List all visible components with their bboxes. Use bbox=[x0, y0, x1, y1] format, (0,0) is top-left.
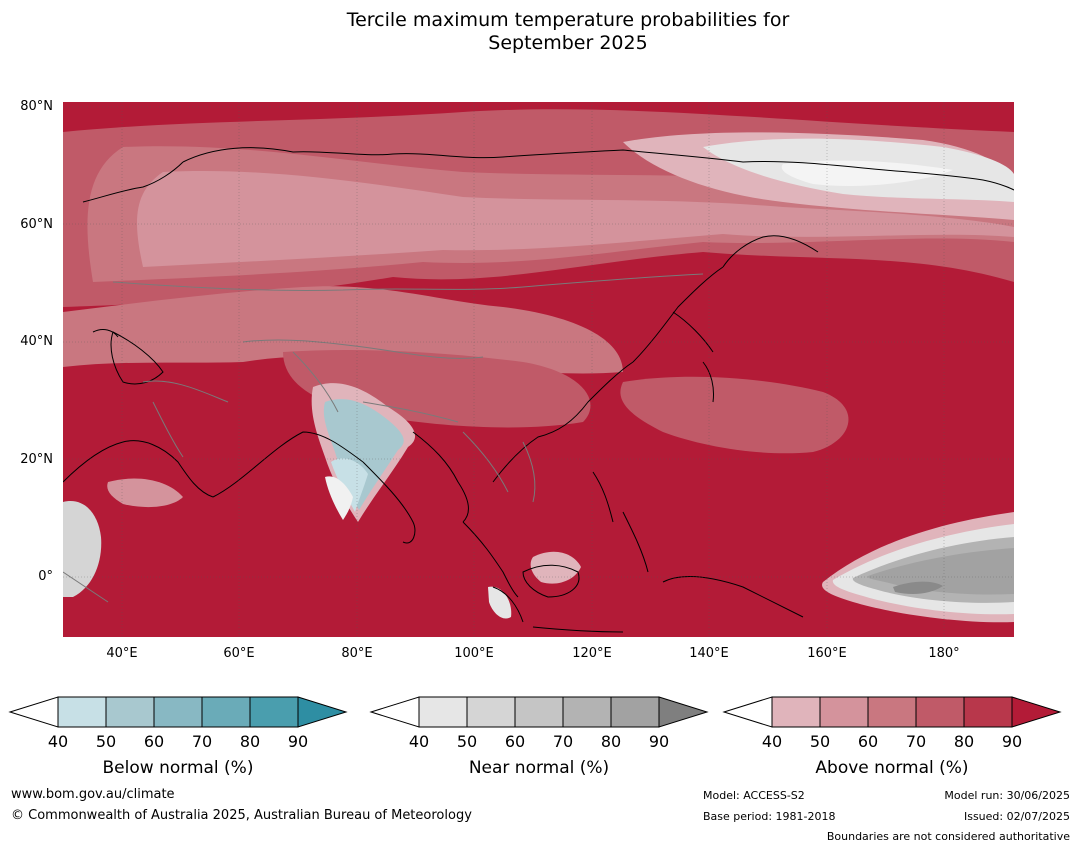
legend-near-normal-swatch bbox=[514, 696, 564, 728]
legend-above-normal-high-cap bbox=[1011, 696, 1062, 728]
model-name: Model: ACCESS-S2 bbox=[703, 789, 805, 802]
legend-below-normal bbox=[8, 694, 348, 730]
below-normal-50-region-india bbox=[323, 399, 404, 510]
lat-label-equator: 0° bbox=[38, 569, 53, 584]
legend-near-normal-tick: 70 bbox=[552, 732, 574, 751]
above-normal-50-region-arabia bbox=[107, 478, 183, 508]
lon-label-160e: 160°E bbox=[807, 646, 847, 661]
legend-below-normal-tick: 70 bbox=[191, 732, 213, 751]
legend-below-normal-tick: 40 bbox=[47, 732, 69, 751]
legend-below-normal-low-cap bbox=[8, 696, 59, 728]
above-normal-50-region-siberia bbox=[137, 171, 1014, 267]
legend-above-normal-tick: 40 bbox=[761, 732, 783, 751]
legend-below-normal-tick: 80 bbox=[239, 732, 261, 751]
legend-below-normal-colorbar bbox=[8, 696, 348, 728]
legend-near-normal bbox=[369, 694, 709, 730]
lat-label-60n: 60°N bbox=[20, 217, 53, 232]
legend-below-normal-swatch bbox=[105, 696, 155, 728]
legend-near-normal-tick: 90 bbox=[648, 732, 670, 751]
issued-date: Issued: 02/07/2025 bbox=[963, 810, 1070, 823]
probability-map bbox=[63, 102, 1014, 637]
legend-near-normal-swatch bbox=[418, 696, 468, 728]
above-normal-60-region-central-asia bbox=[63, 286, 623, 374]
legend-near-normal-swatch bbox=[610, 696, 660, 728]
legend-above-normal-swatch bbox=[867, 696, 917, 728]
legend-above-normal-swatch bbox=[819, 696, 869, 728]
boundaries-note: Boundaries are not considered authoritat… bbox=[826, 830, 1070, 843]
copyright-text: © Commonwealth of Australia 2025, Austra… bbox=[11, 808, 472, 823]
legend-above-normal-swatch bbox=[963, 696, 1013, 728]
lat-label-20n: 20°N bbox=[20, 452, 53, 467]
lon-label-100e: 100°E bbox=[454, 646, 494, 661]
bom-website-link[interactable]: www.bom.gov.au/climate bbox=[11, 787, 175, 802]
legend-near-normal-tick: 60 bbox=[504, 732, 526, 751]
legend-above-normal bbox=[722, 694, 1062, 730]
legend-near-normal-title: Near normal (%) bbox=[468, 758, 610, 778]
legend-above-normal-colorbar bbox=[722, 696, 1062, 728]
legend-above-normal-tick: 80 bbox=[953, 732, 975, 751]
above-normal-70-region-west-pacific bbox=[620, 376, 849, 454]
near-normal-80-region-pacific bbox=[867, 548, 1014, 595]
map-canvas bbox=[63, 102, 1014, 637]
legend-near-normal-tick: 80 bbox=[600, 732, 622, 751]
legend-above-normal-tick: 50 bbox=[809, 732, 831, 751]
model-run-date: Model run: 30/06/2025 bbox=[944, 789, 1070, 802]
legend-above-normal-title: Above normal (%) bbox=[815, 758, 969, 778]
legend-above-normal-swatch bbox=[915, 696, 965, 728]
lat-label-80n: 80°N bbox=[20, 99, 53, 114]
lon-label-40e: 40°E bbox=[106, 646, 138, 661]
near-normal-40-region-sumatra bbox=[488, 586, 512, 619]
lat-label-40n: 40°N bbox=[20, 334, 53, 349]
base-period: Base period: 1981-2018 bbox=[703, 810, 836, 823]
map-title-line2: September 2025 bbox=[488, 32, 648, 54]
legend-below-normal-swatch bbox=[57, 696, 107, 728]
legend-above-normal-low-cap bbox=[722, 696, 773, 728]
lon-label-80e: 80°E bbox=[341, 646, 373, 661]
near-normal-40-region-east-africa bbox=[63, 501, 102, 597]
legend-below-normal-title: Below normal (%) bbox=[102, 758, 254, 778]
above-normal-40-region-borneo bbox=[530, 551, 581, 584]
legend-below-normal-swatch bbox=[249, 696, 299, 728]
map-title: Tercile maximum temperature probabilitie… bbox=[0, 9, 1081, 55]
legend-near-normal-low-cap bbox=[369, 696, 420, 728]
legend-near-normal-colorbar bbox=[369, 696, 709, 728]
lon-label-140e: 140°E bbox=[689, 646, 729, 661]
legend-below-normal-tick: 90 bbox=[287, 732, 309, 751]
country-borders bbox=[63, 273, 704, 603]
near-normal-90-region-pacific bbox=[893, 581, 943, 594]
legend-above-normal-tick: 70 bbox=[905, 732, 927, 751]
legend-below-normal-tick: 50 bbox=[95, 732, 117, 751]
near-normal-40-region-india-west bbox=[325, 476, 353, 520]
lon-label-60e: 60°E bbox=[223, 646, 255, 661]
lon-label-180: 180° bbox=[928, 646, 960, 661]
legend-above-normal-tick: 60 bbox=[857, 732, 879, 751]
lon-label-120e: 120°E bbox=[572, 646, 612, 661]
graticule bbox=[63, 102, 1014, 637]
below-normal-40-region-india-south bbox=[331, 458, 368, 512]
legend-near-normal-swatch bbox=[562, 696, 612, 728]
coastlines bbox=[63, 147, 1014, 633]
legend-above-normal-tick: 90 bbox=[1001, 732, 1023, 751]
legend-near-normal-tick: 40 bbox=[408, 732, 430, 751]
legend-near-normal-tick: 50 bbox=[456, 732, 478, 751]
legend-near-normal-swatch bbox=[466, 696, 516, 728]
legend-below-normal-swatch bbox=[201, 696, 251, 728]
legend-below-normal-tick: 60 bbox=[143, 732, 165, 751]
near-normal-40-region-chukotka bbox=[781, 160, 953, 187]
map-title-line1: Tercile maximum temperature probabilitie… bbox=[346, 9, 790, 31]
legend-near-normal-high-cap bbox=[658, 696, 709, 728]
legend-above-normal-swatch bbox=[771, 696, 821, 728]
legend-below-normal-swatch bbox=[153, 696, 203, 728]
legend-below-normal-high-cap bbox=[297, 696, 348, 728]
